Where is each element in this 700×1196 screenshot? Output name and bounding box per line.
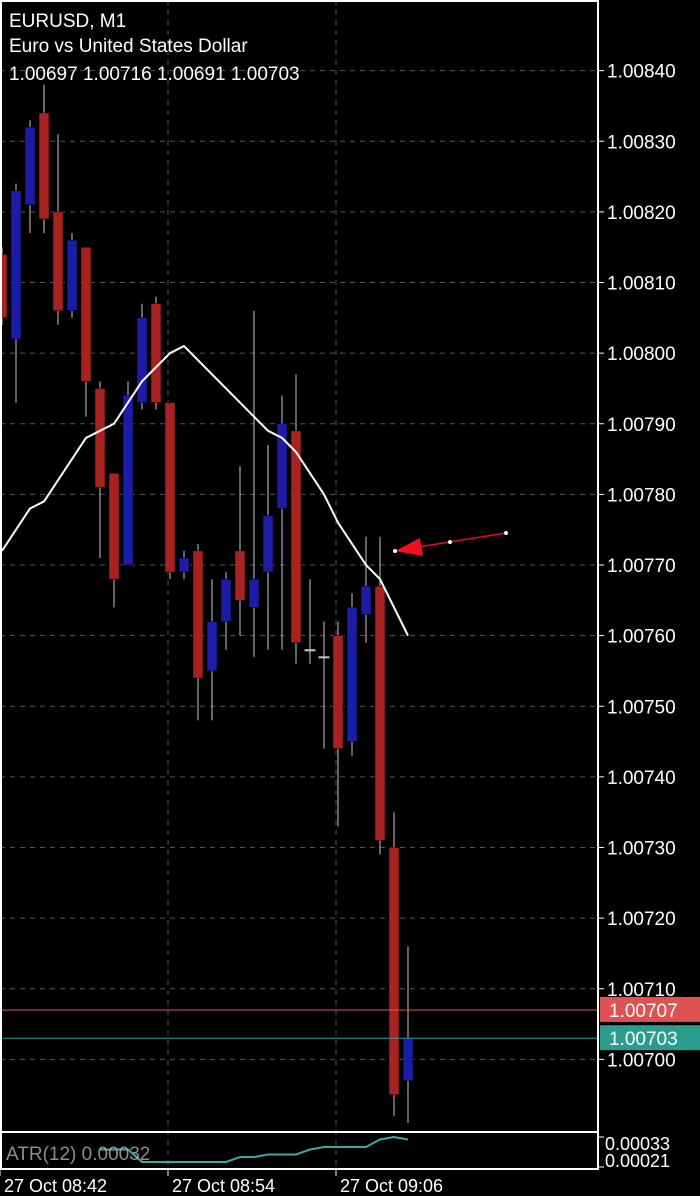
- arrow-drawing: [393, 531, 508, 556]
- arrow-shaft: [411, 532, 507, 549]
- candle-body: [122, 395, 134, 566]
- candle-body: [234, 550, 246, 601]
- ohlc-readout: 1.00697 1.00716 1.00691 1.00703: [9, 64, 300, 85]
- arrow-handle: [504, 531, 508, 535]
- candle-body: [136, 317, 148, 403]
- candle-body: [304, 649, 316, 652]
- candle-body: [374, 585, 386, 841]
- candle-body: [192, 550, 204, 679]
- y-tick-label: 1.00730: [607, 839, 676, 860]
- ohlc-close: 1.00703: [231, 64, 300, 85]
- ask-line-box: [600, 996, 700, 1022]
- y-tick-label: 0.00033: [605, 1134, 670, 1154]
- x-tick-label: 27 Oct 09:06: [340, 1176, 443, 1196]
- ohlc-open: 1.00697: [9, 64, 78, 85]
- candle-body: [10, 190, 22, 340]
- plot: [0, 84, 598, 1163]
- candle-body: [276, 423, 288, 509]
- atr-value: 0.00032: [82, 1144, 151, 1165]
- y-tick-label: 1.00760: [607, 627, 676, 648]
- ohlc-high: 1.00716: [83, 64, 152, 85]
- candle-body: [24, 126, 36, 206]
- candle-body: [150, 303, 162, 403]
- candle-body: [388, 847, 400, 1095]
- frame: [0, 0, 599, 1170]
- atr-name: ATR(12): [6, 1144, 76, 1165]
- y-tick-label: 1.00740: [607, 768, 676, 789]
- candle-body: [402, 1037, 414, 1081]
- candle-body: [220, 578, 232, 622]
- y-tick-label: 1.00800: [607, 344, 676, 365]
- candle-body: [178, 557, 190, 573]
- y-tick-label: 1.00720: [607, 909, 676, 930]
- y-tick-label: 0.00021: [605, 1151, 670, 1171]
- y-tick-label: 1.00810: [607, 274, 676, 295]
- candle-body: [290, 430, 302, 643]
- candle-body: [262, 515, 274, 573]
- ohlc-low: 1.00691: [157, 64, 226, 85]
- candle-body: [94, 388, 106, 488]
- y-tick-label: 1.00830: [607, 132, 676, 153]
- grid: [0, 0, 598, 1170]
- candle-body: [38, 112, 50, 220]
- y-tick-label: 1.00790: [607, 415, 676, 436]
- bid-line-box: [600, 1025, 700, 1051]
- arrow-head: [395, 538, 423, 556]
- bid-line-label: 1.00703: [609, 1029, 678, 1050]
- candle-body: [346, 607, 358, 742]
- arrow-handle: [448, 540, 452, 544]
- chart-title: EURUSD, M1: [9, 11, 126, 32]
- chart-subtitle: Euro vs United States Dollar: [9, 36, 248, 57]
- x-tick-label: 27 Oct 08:54: [172, 1176, 275, 1196]
- candle-body: [164, 402, 176, 573]
- candle-body: [80, 246, 92, 382]
- x-tick-label: 27 Oct 08:42: [4, 1176, 107, 1196]
- atr-line: [100, 1135, 409, 1163]
- y-tick-label: 1.00700: [607, 1050, 676, 1071]
- atr-label: ATR(12) 0.00032: [6, 1144, 150, 1165]
- y-tick-label: 1.00750: [607, 697, 676, 718]
- y-tick-label: 1.00770: [607, 556, 676, 577]
- candle-body: [206, 621, 218, 672]
- y-tick-label: 1.00840: [607, 62, 676, 83]
- y-tick-label: 1.00710: [607, 980, 676, 1001]
- overlay: 1.00840 1.00830 1.00820 1.00810 1.00800 1.007…: [0, 62, 700, 1196]
- arrow-handle: [393, 549, 397, 553]
- candle-body: [66, 239, 78, 311]
- candle-body: [318, 656, 330, 659]
- candle-body: [360, 585, 372, 615]
- y-tick-label: 1.00820: [607, 203, 676, 224]
- candle-body: [52, 211, 64, 311]
- candle-body: [332, 635, 344, 749]
- candle-body: [108, 472, 120, 580]
- ask-line-label: 1.00707: [609, 1001, 678, 1022]
- y-tick-label: 1.00780: [607, 485, 676, 506]
- candle-body: [248, 578, 260, 608]
- moving-average: [1, 344, 409, 637]
